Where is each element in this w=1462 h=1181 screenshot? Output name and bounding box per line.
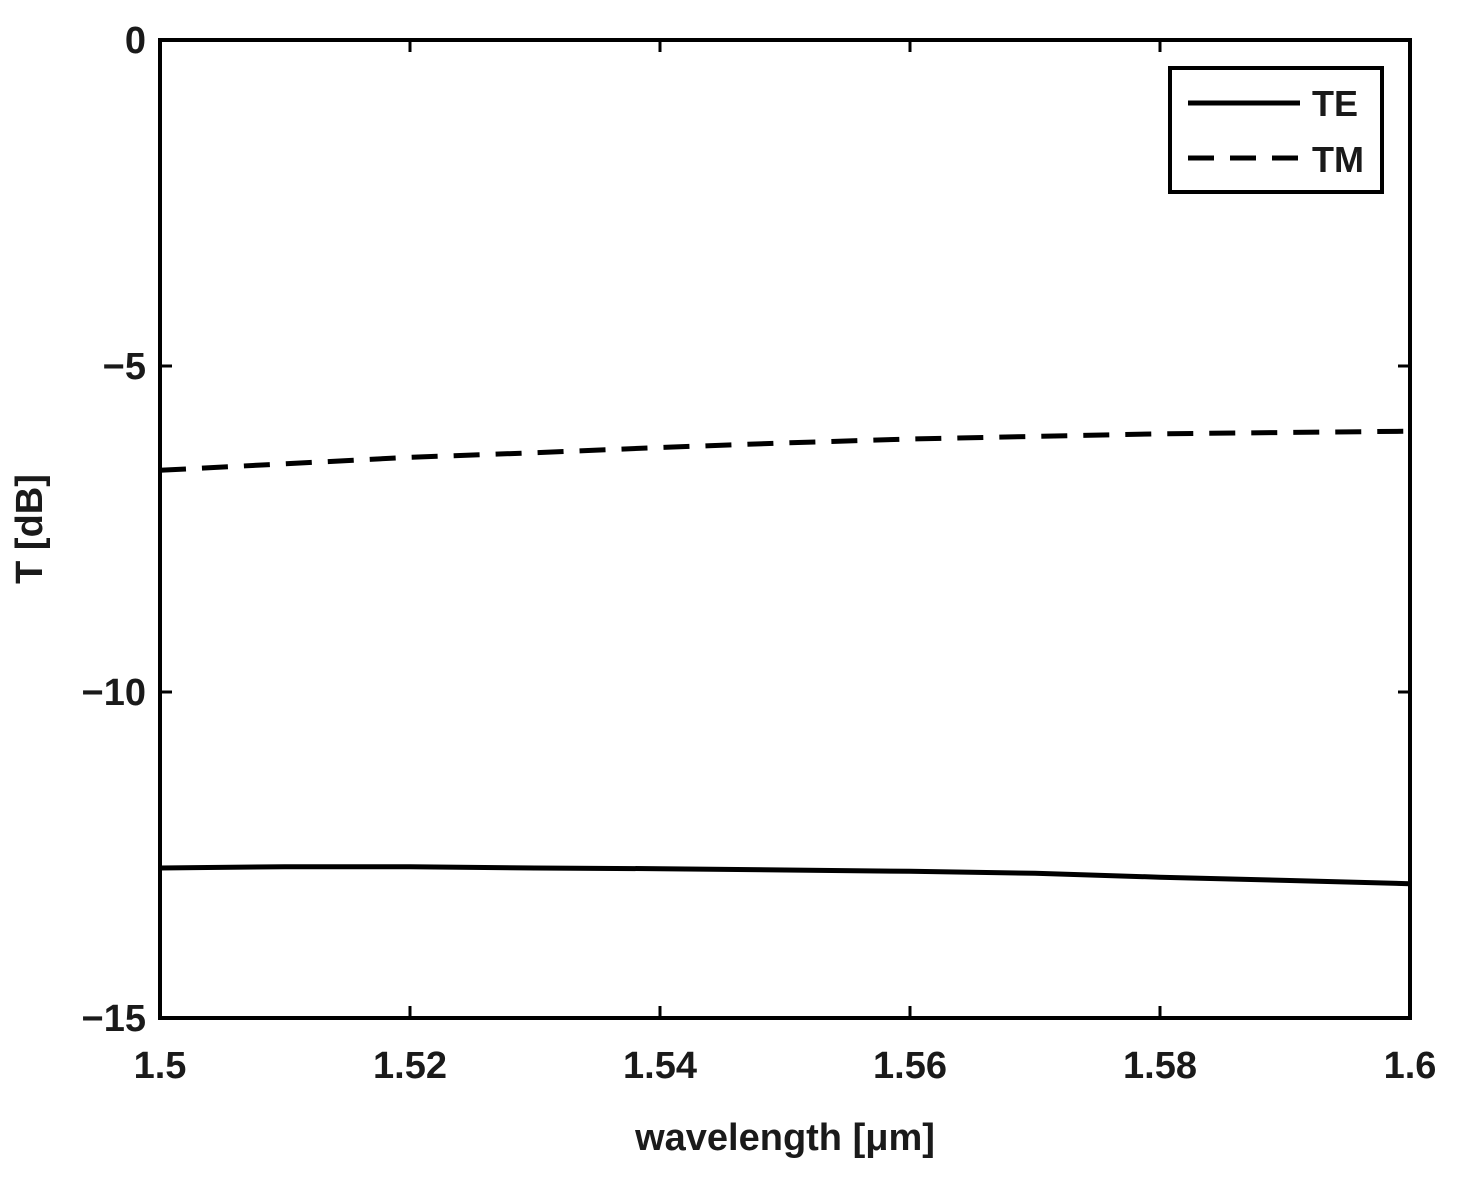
legend: TE TM	[1168, 66, 1384, 194]
x-tick-label: 1.56	[873, 1045, 947, 1087]
series-line-te	[159, 864, 1411, 887]
y-tick-label: 0	[125, 20, 146, 62]
plot-frame	[158, 38, 1412, 1020]
series-layer	[159, 428, 1411, 887]
legend-label-tm: TM	[1312, 139, 1364, 180]
y-tick-label: −10	[82, 672, 146, 714]
y-axis-label: T [dB]	[9, 474, 51, 584]
x-tick-label: 1.54	[623, 1045, 697, 1087]
series-line-tm	[159, 428, 1411, 473]
x-tick-label: 1.52	[373, 1045, 447, 1087]
x-tick-label: 1.6	[1384, 1045, 1437, 1087]
x-axis-label: wavelength [μm]	[634, 1117, 935, 1159]
x-tick-label: 1.5	[134, 1045, 187, 1087]
legend-label-te: TE	[1312, 83, 1358, 124]
y-tick-label: −15	[82, 998, 146, 1040]
tick-layer: 1.5 1.52 1.54 1.56 1.58 1.6 0 −5 −10 −15	[82, 20, 1437, 1087]
y-tick-label: −5	[103, 346, 146, 388]
x-tick-label: 1.58	[1123, 1045, 1197, 1087]
legend-box	[1168, 66, 1384, 194]
